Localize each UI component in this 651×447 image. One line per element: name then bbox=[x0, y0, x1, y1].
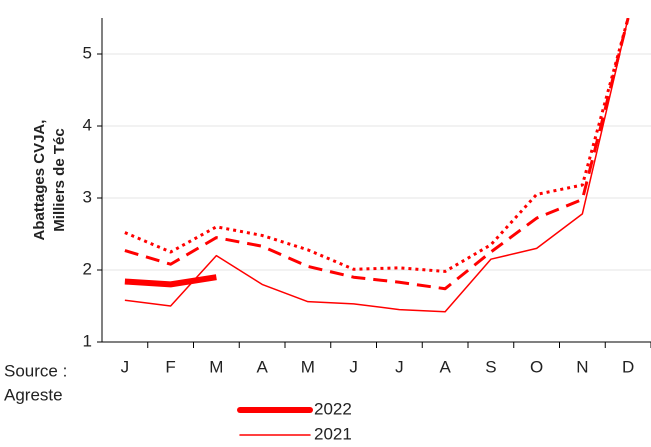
y-tick-label: 2 bbox=[83, 259, 92, 278]
y-tick-label: 4 bbox=[83, 115, 92, 134]
x-tick-label: D bbox=[622, 357, 634, 376]
y-axis-title: Abattages CVJA, Milliers de Téc bbox=[31, 120, 68, 241]
series-line bbox=[124, 274, 217, 288]
x-tick-label: N bbox=[576, 357, 588, 376]
x-tick-label: O bbox=[530, 357, 543, 376]
y-axis-title-line: Milliers de Téc bbox=[51, 128, 68, 231]
x-tick-label: J bbox=[349, 357, 358, 376]
x-tick-label: S bbox=[485, 357, 496, 376]
y-tick-label: 5 bbox=[83, 43, 92, 62]
legend-label: 2022 bbox=[314, 399, 352, 418]
legend-label: 2021 bbox=[314, 424, 352, 443]
x-tick-label: J bbox=[121, 357, 130, 376]
series-line bbox=[124, 18, 629, 313]
x-tick-label: J bbox=[395, 357, 404, 376]
series-line bbox=[124, 18, 630, 273]
series-line bbox=[124, 18, 630, 291]
y-axis-title-line: Abattages CVJA, bbox=[31, 120, 48, 241]
x-tick-label: F bbox=[165, 357, 175, 376]
plot-area bbox=[124, 18, 630, 313]
x-tick-label: A bbox=[256, 357, 268, 376]
source-note: Source : bbox=[4, 361, 67, 380]
x-tick-label: M bbox=[209, 357, 223, 376]
x-tick-label: A bbox=[439, 357, 451, 376]
source-note: Agreste bbox=[4, 385, 63, 404]
y-tick-label: 1 bbox=[83, 331, 92, 350]
x-tick-label: M bbox=[301, 357, 315, 376]
y-tick-label: 3 bbox=[83, 187, 92, 206]
